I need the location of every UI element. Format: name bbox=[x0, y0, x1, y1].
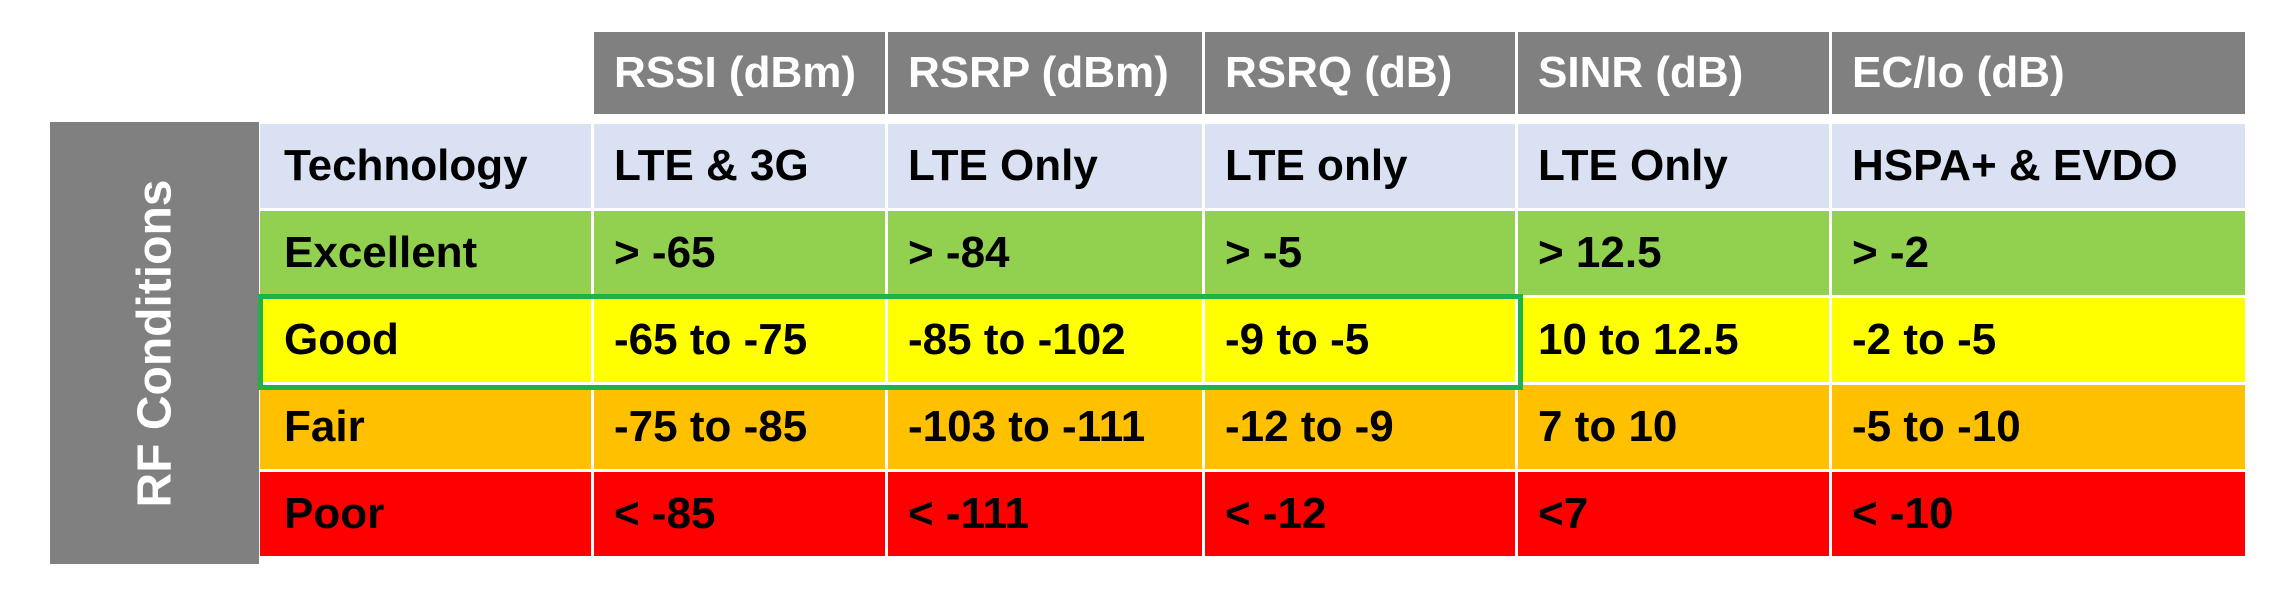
cell-fair-ecio: -5 to -10 bbox=[1832, 385, 2245, 469]
cell-excellent-rsrq: > -5 bbox=[1205, 211, 1515, 295]
cell-excellent-sinr: > 12.5 bbox=[1518, 211, 1829, 295]
row-label-good: Good bbox=[260, 298, 591, 382]
cell-poor-ecio: < -10 bbox=[1832, 472, 2245, 556]
cell-fair-sinr: 7 to 10 bbox=[1518, 385, 1829, 469]
cell-technology-rssi: LTE & 3G bbox=[594, 124, 885, 208]
cell-technology-ecio: HSPA+ & EVDO bbox=[1832, 124, 2245, 208]
cell-technology-rsrp: LTE Only bbox=[888, 124, 1202, 208]
row-label-fair: Fair bbox=[260, 385, 591, 469]
cell-good-ecio: -2 to -5 bbox=[1832, 298, 2245, 382]
cell-good-sinr: 10 to 12.5 bbox=[1518, 298, 1829, 382]
cell-excellent-rsrp: > -84 bbox=[888, 211, 1202, 295]
header-rssi: RSSI (dBm) bbox=[594, 32, 885, 114]
cell-good-rsrp: -85 to -102 bbox=[888, 298, 1202, 382]
header-ecio: EC/Io (dB) bbox=[1832, 32, 2245, 114]
header-sinr: SINR (dB) bbox=[1518, 32, 1829, 114]
header-rsrq: RSRQ (dB) bbox=[1205, 32, 1515, 114]
row-label-technology: Technology bbox=[260, 124, 591, 208]
cell-poor-rssi: < -85 bbox=[594, 472, 885, 556]
row-label-excellent: Excellent bbox=[260, 211, 591, 295]
cell-technology-rsrq: LTE only bbox=[1205, 124, 1515, 208]
cell-fair-rsrq: -12 to -9 bbox=[1205, 385, 1515, 469]
header-rsrp: RSRP (dBm) bbox=[888, 32, 1202, 114]
cell-poor-rsrq: < -12 bbox=[1205, 472, 1515, 556]
rf-conditions-text: RF Conditions bbox=[128, 179, 181, 507]
rf-conditions-label: RF Conditions bbox=[50, 122, 259, 564]
cell-excellent-rssi: > -65 bbox=[594, 211, 885, 295]
cell-fair-rsrp: -103 to -111 bbox=[888, 385, 1202, 469]
cell-good-rssi: -65 to -75 bbox=[594, 298, 885, 382]
cell-poor-sinr: <7 bbox=[1518, 472, 1829, 556]
cell-good-rsrq: -9 to -5 bbox=[1205, 298, 1515, 382]
cell-fair-rssi: -75 to -85 bbox=[594, 385, 885, 469]
row-label-poor: Poor bbox=[260, 472, 591, 556]
cell-excellent-ecio: > -2 bbox=[1832, 211, 2245, 295]
cell-technology-sinr: LTE Only bbox=[1518, 124, 1829, 208]
cell-poor-rsrp: < -111 bbox=[888, 472, 1202, 556]
